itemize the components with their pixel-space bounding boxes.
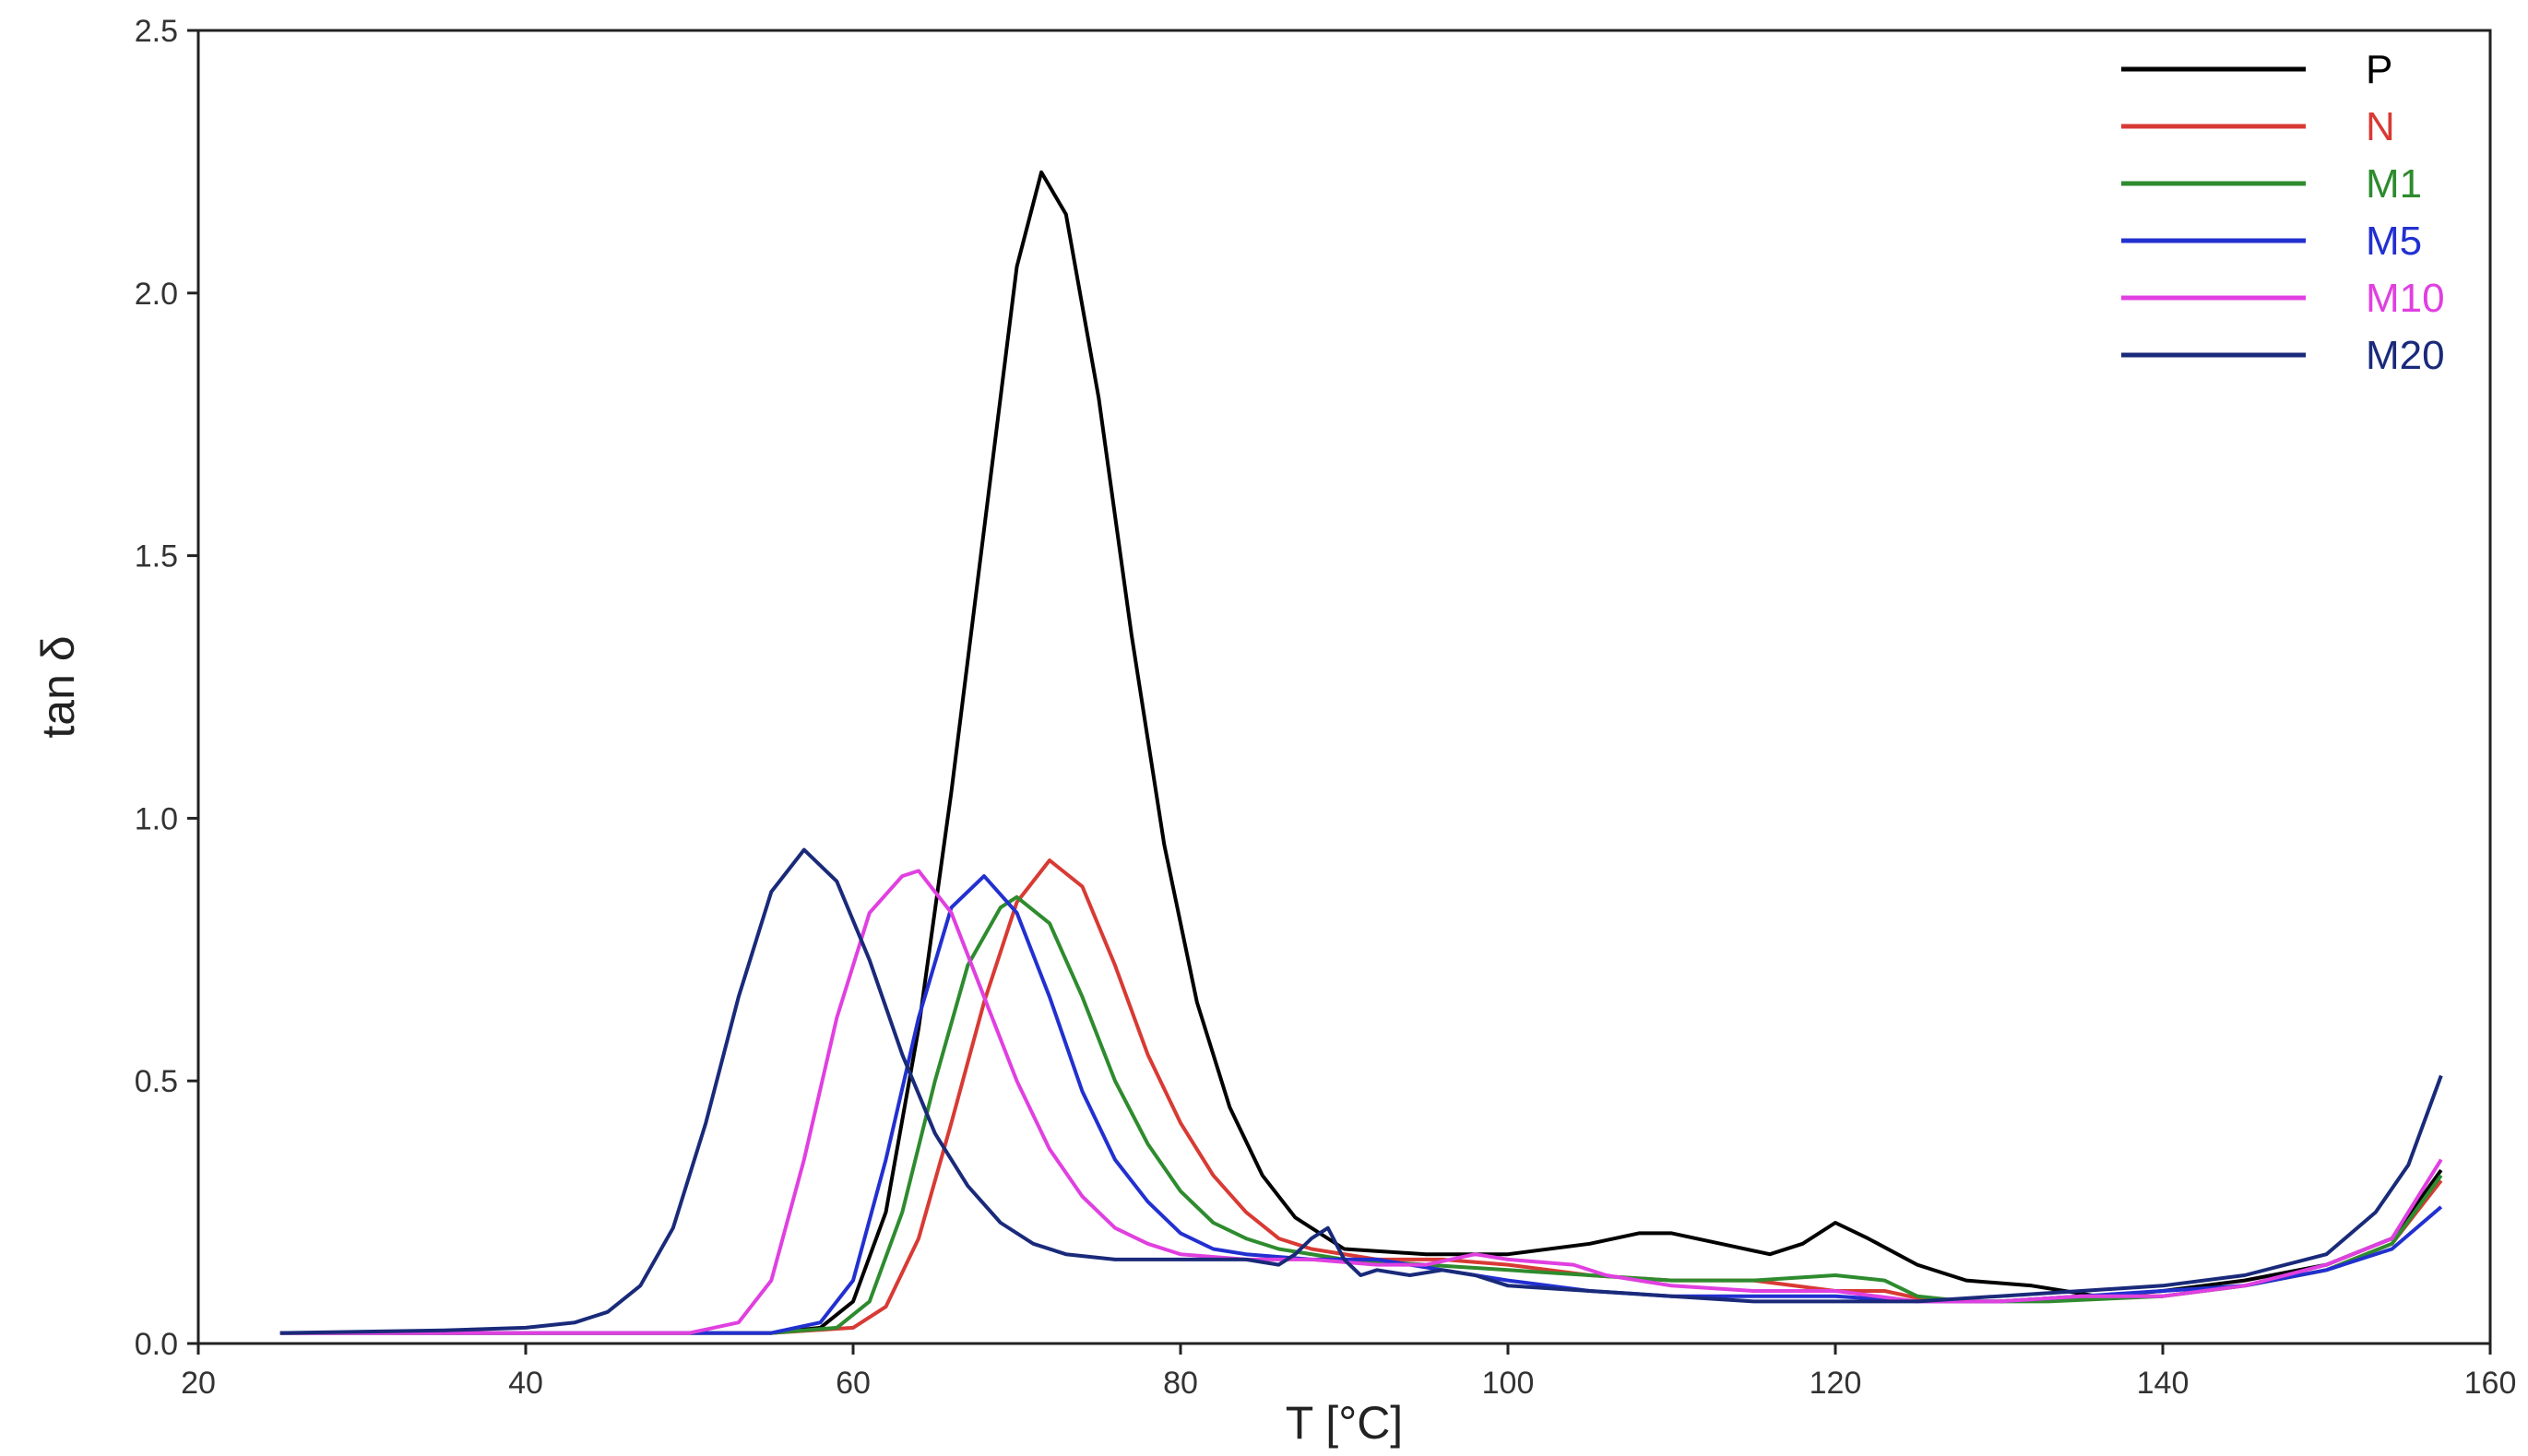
x-tick-label: 140 [2137,1366,2190,1401]
y-tick-label: 0.0 [135,1327,178,1362]
y-tick-label: 1.5 [135,539,178,574]
x-tick-label: 100 [1482,1366,1535,1401]
x-tick-label: 40 [508,1366,543,1401]
x-tick-label: 120 [1810,1366,1862,1401]
x-tick-label: 160 [2464,1366,2517,1401]
plot-frame [196,29,2492,1345]
axes-layer: 20 40 60 80 100 120 140 160 0.0 0.5 1.0 1.5 2.0 2.5 [135,14,2517,1401]
legend-label-m20: M20 [2366,333,2445,378]
legend: PN M1 M5 M10 M20 [2121,47,2445,378]
series-line-m10 [279,869,2443,1335]
legend-label-m5: M5 [2366,219,2422,264]
y-tick-label: 0.5 [135,1064,178,1099]
legend-label-m1: M1 [2366,161,2422,207]
series-line-m1 [279,894,2443,1335]
legend-label-m10: M10 [2366,276,2445,321]
series-line-m20 [279,847,2443,1335]
x-tick-label: 20 [181,1366,216,1401]
y-axis-label: tan δ [32,635,84,738]
y-tick-label: 2.0 [135,277,178,312]
y-tick-label: 2.5 [135,14,178,49]
y-tick-label: 1.0 [135,801,178,836]
x-tick-label: 60 [836,1366,871,1401]
legend-label-p: P [2366,47,2392,92]
legend-label-n: N [2366,104,2395,149]
series-layer [279,170,2443,1335]
x-axis-label: T [°C] [1286,1397,1403,1449]
plot-area [196,29,2492,1345]
series-line-p [279,170,2443,1335]
x-tick-label: 80 [1163,1366,1198,1401]
